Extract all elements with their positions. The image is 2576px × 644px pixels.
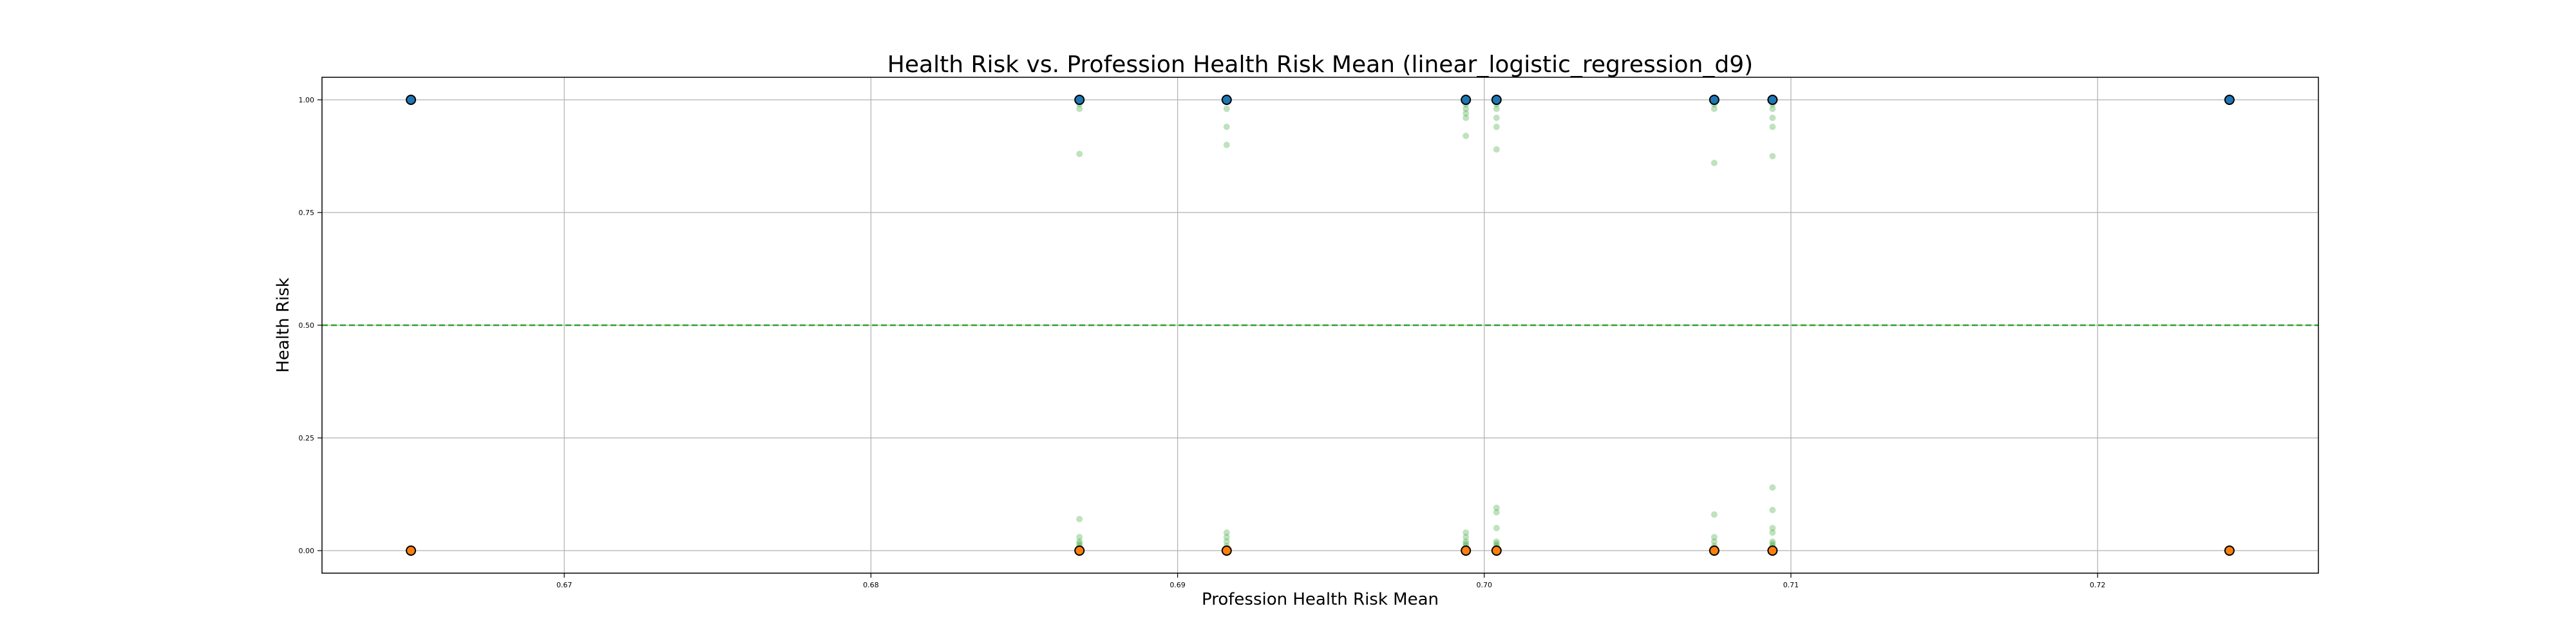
x-tick-label: 0.68 [863,581,879,589]
prediction-point [1710,106,1718,112]
prediction-point [1769,153,1776,160]
grid-lines [322,77,2318,573]
prediction-point [1710,534,1718,540]
prediction-point [1493,106,1500,112]
prediction-point [1493,538,1500,545]
prediction-point [1769,525,1776,531]
prediction-point [1223,529,1230,536]
prediction-point [1769,115,1776,121]
prediction-point [1769,106,1776,112]
prediction-point [1076,538,1083,545]
prediction-point [1463,529,1470,536]
y-tick-label: 0.75 [299,209,315,217]
prediction-point [1769,540,1776,547]
actual-negative-point [1709,545,1719,556]
y-tick-label: 1.00 [299,96,315,104]
actual-negative-point [1491,545,1502,556]
prediction-point [1493,146,1500,153]
actual-positive-point [2224,95,2235,105]
prediction-point [1769,124,1776,130]
data-points [406,95,2235,556]
prediction-point [1463,540,1470,547]
prediction-point [1223,534,1230,540]
x-tick-label: 0.70 [1477,581,1493,589]
actual-negative-point [406,545,417,556]
prediction-point [1076,540,1083,547]
actual-positive-point [1221,95,1232,105]
prediction-point [1223,106,1230,112]
actual-positive-point [1461,95,1472,105]
prediction-point [1769,507,1776,513]
x-tick-label: 0.71 [1783,581,1799,589]
actual-negative-point [1461,545,1472,556]
prediction-point [1223,124,1230,130]
prediction-point [1710,511,1718,518]
actual-positive-point [1074,95,1085,105]
prediction-point [1493,124,1500,130]
actual-positive-point [406,95,417,105]
prediction-point [1463,538,1470,545]
actual-negative-point [1221,545,1232,556]
prediction-point [1076,534,1083,540]
actual-negative-point [1767,545,1778,556]
prediction-point [1493,504,1500,511]
prediction-point [1076,106,1083,112]
y-tick-label: 0.25 [299,434,315,442]
prediction-point [1463,110,1470,117]
prediction-point [1463,534,1470,540]
prediction-point [1710,160,1718,166]
chart-title: Health Risk vs. Profession Health Risk M… [887,52,1753,78]
actual-positive-point [1491,95,1502,105]
prediction-point [1769,484,1776,491]
y-axis-label: Health Risk [274,278,293,373]
prediction-point [1710,538,1718,545]
actual-negative-point [1074,545,1085,556]
prediction-point [1223,538,1230,545]
y-tick-label: 0.00 [299,547,315,555]
x-tick-label: 0.67 [556,581,573,589]
y-axis-ticks: 0.00 0.25 0.50 0.75 1.00 [299,96,322,555]
prediction-point [1769,529,1776,536]
prediction-point [1223,142,1230,148]
prediction-point [1463,133,1470,139]
x-tick-label: 0.69 [1170,581,1186,589]
prediction-point [1493,540,1500,547]
x-axis-ticks: 0.67 0.68 0.69 0.70 0.71 0.72 [556,573,2105,589]
y-tick-label: 0.50 [299,321,315,330]
prediction-point [1076,151,1083,157]
actual-positive-point [1767,95,1778,105]
prediction-point [1076,516,1083,522]
prediction-point [1463,115,1470,121]
actual-negative-point [2224,545,2235,556]
prediction-point [1769,538,1776,545]
x-axis-label: Profession Health Risk Mean [1202,590,1439,609]
prediction-point [1493,525,1500,531]
prediction-point [1493,115,1500,121]
actual-positive-point [1709,95,1719,105]
prediction-point [1463,106,1470,112]
x-tick-label: 0.72 [2090,581,2106,589]
prediction-point [1493,509,1500,516]
